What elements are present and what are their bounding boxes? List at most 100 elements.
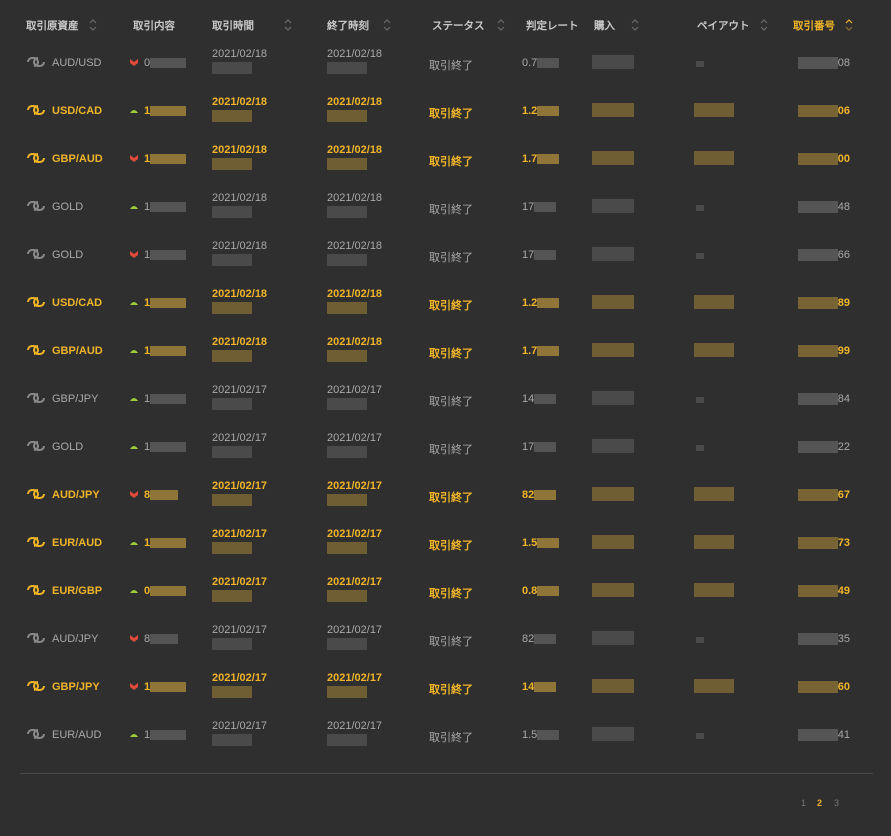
redacted-block xyxy=(592,487,634,501)
table-row[interactable]: GOLD 1 2021/02/18 2021/02/18 取引終了 17 48 xyxy=(0,184,891,232)
trade-id: 41 xyxy=(790,729,850,742)
redacted-block xyxy=(592,103,634,117)
redacted-block xyxy=(694,295,734,309)
trade-content: 1 xyxy=(144,297,187,309)
trade-content: 1 xyxy=(144,201,187,213)
page-2-link[interactable]: 2 xyxy=(817,798,823,808)
table-row[interactable]: EUR/AUD 1 2021/02/17 2021/02/17 取引終了 1.5 41 xyxy=(0,712,891,760)
status-text: 取引終了 xyxy=(429,732,473,744)
direction-up-icon xyxy=(130,206,138,209)
page-1-link[interactable]: 1 xyxy=(801,798,807,808)
redacted-block xyxy=(694,535,734,549)
table-divider xyxy=(20,773,873,774)
redacted-block xyxy=(537,106,560,117)
trade-content: 1 xyxy=(144,249,187,261)
header-rate: 判定レート xyxy=(526,20,579,32)
status-text: 取引終了 xyxy=(429,108,473,120)
redacted-block xyxy=(537,298,560,309)
redacted-block xyxy=(797,249,838,262)
header-open-time[interactable]: 取引時間 xyxy=(212,18,292,34)
redacted-block xyxy=(592,55,634,69)
redacted-block xyxy=(592,391,634,405)
redacted-block xyxy=(150,154,187,165)
judged-rate: 14 xyxy=(522,681,557,693)
redacted-block xyxy=(592,679,634,693)
header-asset[interactable]: 取引原資産 xyxy=(26,18,97,34)
redacted-block xyxy=(694,151,734,165)
redacted-block xyxy=(797,297,838,310)
asset-name: GBP/AUD xyxy=(52,345,103,357)
close-time: 2021/02/17 xyxy=(327,480,383,492)
table-row[interactable]: GOLD 1 2021/02/17 2021/02/17 取引終了 17 22 xyxy=(0,424,891,472)
redacted-block xyxy=(327,734,367,746)
redacted-block xyxy=(694,583,734,597)
redacted-block xyxy=(797,489,838,502)
table-row[interactable]: EUR/AUD 1 2021/02/17 2021/02/17 取引終了 1.5 73 xyxy=(0,520,891,568)
asset-name: GBP/JPY xyxy=(52,393,99,405)
close-time: 2021/02/17 xyxy=(327,432,383,444)
table-row[interactable]: USD/CAD 1 2021/02/18 2021/02/18 取引終了 1.2 06 xyxy=(0,88,891,136)
trade-content: 1 xyxy=(144,441,187,453)
redacted-block xyxy=(212,446,252,458)
redacted-block xyxy=(592,295,634,309)
open-time: 2021/02/17 xyxy=(212,672,268,684)
redacted-block xyxy=(592,199,634,213)
redacted-block xyxy=(150,586,187,597)
asset-name: GOLD xyxy=(52,441,84,453)
table-row[interactable]: AUD/USD 0 2021/02/18 2021/02/18 取引終了 0.7 08 xyxy=(0,40,891,88)
redacted-block xyxy=(694,103,734,117)
header-close-time[interactable]: 終了時刻 xyxy=(327,18,391,34)
table-row[interactable]: GBP/AUD 1 2021/02/18 2021/02/18 取引終了 1.7 00 xyxy=(0,136,891,184)
redacted-block xyxy=(327,350,367,362)
judged-rate: 0.7 xyxy=(522,57,560,69)
redacted-block xyxy=(327,158,367,170)
table-row[interactable]: GOLD 1 2021/02/18 2021/02/18 取引終了 17 66 xyxy=(0,232,891,280)
header-buy[interactable]: 購入 xyxy=(594,18,639,34)
trade-id: 35 xyxy=(790,633,850,646)
trade-content: 8 xyxy=(144,633,179,645)
open-time: 2021/02/18 xyxy=(212,192,268,204)
open-time: 2021/02/17 xyxy=(212,576,268,588)
redacted-block xyxy=(797,153,838,166)
redacted-block xyxy=(537,538,560,549)
status-text: 取引終了 xyxy=(429,396,473,408)
redacted-block xyxy=(212,590,252,602)
table-row[interactable]: GBP/AUD 1 2021/02/18 2021/02/18 取引終了 1.7 99 xyxy=(0,328,891,376)
redacted-block xyxy=(150,298,187,309)
table-row[interactable]: USD/CAD 1 2021/02/18 2021/02/18 取引終了 1.2 89 xyxy=(0,280,891,328)
asset-link-icon xyxy=(27,57,45,67)
direction-down-icon xyxy=(130,59,138,66)
redacted-block xyxy=(150,730,187,741)
table-row[interactable]: GBP/JPY 1 2021/02/17 2021/02/17 取引終了 14 60 xyxy=(0,664,891,712)
header-trade-id[interactable]: 取引番号 xyxy=(793,18,853,34)
judged-rate: 1.5 xyxy=(522,729,560,741)
redacted-block xyxy=(592,343,634,357)
redacted-block xyxy=(212,494,252,506)
table-row[interactable]: AUD/JPY 8 2021/02/17 2021/02/17 取引終了 82 35 xyxy=(0,616,891,664)
asset-link-icon xyxy=(27,585,45,595)
asset-name: GBP/AUD xyxy=(52,153,103,165)
asset-link-icon xyxy=(27,393,45,403)
redacted-block xyxy=(797,681,838,694)
redacted-block xyxy=(150,634,179,645)
redacted-block xyxy=(592,439,634,453)
redacted-block xyxy=(327,398,367,410)
redacted-block xyxy=(327,638,367,650)
header-payout[interactable]: ペイアウト xyxy=(697,18,768,34)
trade-content: 0 xyxy=(144,57,187,69)
header-status[interactable]: ステータス xyxy=(432,18,505,34)
direction-up-icon xyxy=(130,110,138,113)
judged-rate: 82 xyxy=(522,489,557,501)
table-row[interactable]: AUD/JPY 8 2021/02/17 2021/02/17 取引終了 82 67 xyxy=(0,472,891,520)
redacted-block xyxy=(537,586,560,597)
close-time: 2021/02/17 xyxy=(327,384,383,396)
open-time: 2021/02/18 xyxy=(212,144,268,156)
asset-name: GOLD xyxy=(52,201,84,213)
page-3-link[interactable]: 3 xyxy=(834,798,840,808)
table-row[interactable]: GBP/JPY 1 2021/02/17 2021/02/17 取引終了 14 84 xyxy=(0,376,891,424)
redacted-block xyxy=(534,442,557,453)
open-time: 2021/02/18 xyxy=(212,96,268,108)
table-row[interactable]: EUR/GBP 0 2021/02/17 2021/02/17 取引終了 0.8 49 xyxy=(0,568,891,616)
redacted-block xyxy=(694,343,734,357)
redacted-block xyxy=(592,151,634,165)
